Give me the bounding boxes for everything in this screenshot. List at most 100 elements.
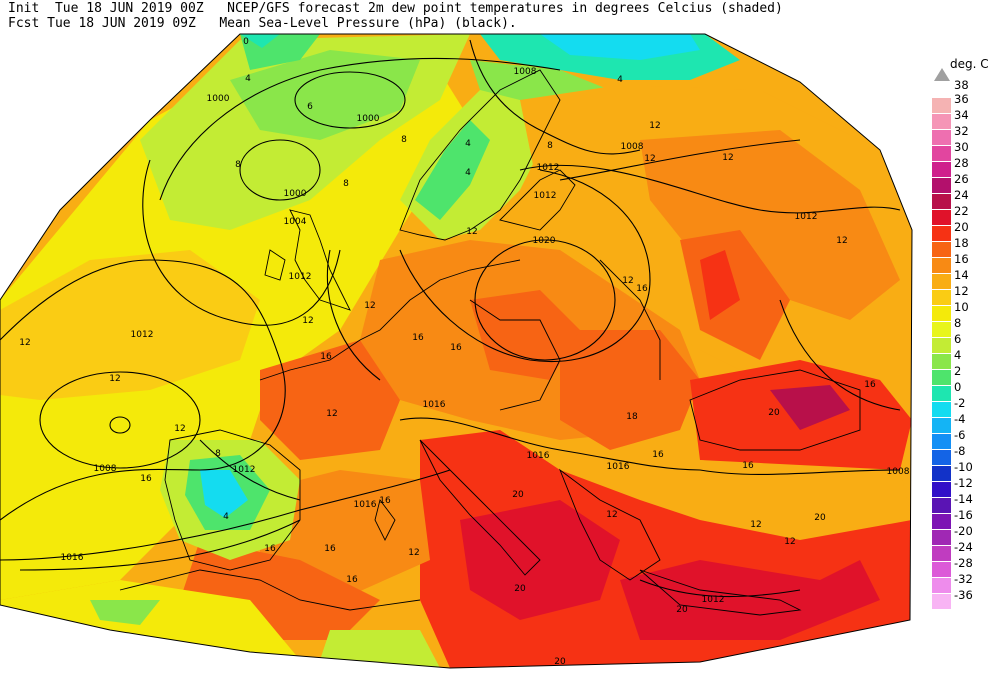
dewpoint-label: 12 bbox=[326, 409, 337, 419]
isobars bbox=[0, 39, 901, 598]
dewpoint-label: 12 bbox=[19, 338, 30, 348]
dewpoint-label: 12 bbox=[466, 227, 477, 237]
legend-swatch bbox=[932, 402, 951, 417]
legend-swatch bbox=[932, 146, 951, 161]
dewpoint-label: 16 bbox=[636, 284, 648, 294]
isobar-label: 1012 bbox=[702, 595, 725, 605]
isobar-label: 1016 bbox=[607, 462, 630, 472]
legend-label: -24 bbox=[954, 540, 973, 554]
legend-swatch bbox=[932, 482, 951, 497]
legend-label: 26 bbox=[954, 172, 969, 186]
dewpoint-label: 4 bbox=[465, 168, 471, 178]
dewpoint-label: 20 bbox=[512, 490, 524, 500]
dewpoint-label: 8 bbox=[215, 449, 221, 459]
legend-swatch bbox=[932, 194, 951, 209]
legend-swatch bbox=[932, 370, 951, 385]
dewpoint-label: 8 bbox=[401, 135, 407, 145]
legend-swatch bbox=[932, 114, 951, 129]
dewpoint-label: 12 bbox=[109, 374, 120, 384]
legend-swatch bbox=[932, 594, 951, 609]
legend-swatch bbox=[932, 130, 951, 145]
legend-swatch bbox=[932, 290, 951, 305]
dewpoint-label: 20 bbox=[814, 513, 826, 523]
init-line: Init Tue 18 JUN 2019 00Z NCEP/GFS foreca… bbox=[8, 1, 783, 16]
legend-swatch bbox=[932, 562, 951, 577]
dewpoint-label: 12 bbox=[836, 236, 847, 246]
isobar-labels: 1000 1000 1000 1004 1008 1008 1008 1008 … bbox=[61, 67, 910, 605]
legend-label: 6 bbox=[954, 332, 962, 346]
legend-swatch bbox=[932, 450, 951, 465]
isobar-label: 1016 bbox=[527, 451, 550, 461]
legend-swatch bbox=[932, 418, 951, 433]
isobar-label: 1000 bbox=[207, 94, 230, 104]
legend-title: deg. C bbox=[950, 57, 989, 71]
legend-label: 4 bbox=[954, 348, 962, 362]
dewpoint-label: 0 bbox=[243, 37, 249, 47]
legend-swatch bbox=[932, 210, 951, 225]
legend-label: 14 bbox=[954, 268, 969, 282]
isobar-label: 1016 bbox=[354, 500, 377, 510]
legend-swatch bbox=[932, 514, 951, 529]
dewpoint-label: 16 bbox=[140, 474, 152, 484]
dewpoint-label: 16 bbox=[324, 544, 336, 554]
dewpoint-label: 16 bbox=[346, 575, 358, 585]
dewpoint-label: 4 bbox=[223, 512, 229, 522]
legend-swatch bbox=[932, 258, 951, 273]
dewpoint-label: 4 bbox=[617, 75, 623, 85]
legend-swatch bbox=[932, 434, 951, 449]
legend-label: 30 bbox=[954, 140, 969, 154]
legend-label: 0 bbox=[954, 380, 962, 394]
dewpoint-label: 12 bbox=[649, 121, 660, 131]
legend-swatch bbox=[932, 530, 951, 545]
dewpoint-label: 4 bbox=[465, 139, 471, 149]
dewpoint-labels: 0 4 4 4 4 4 6 8 8 8 8 8 12 12 12 12 12 1… bbox=[19, 37, 876, 667]
isobar-label: 1012 bbox=[795, 212, 818, 222]
legend-label: -16 bbox=[954, 508, 973, 522]
legend-label: -32 bbox=[954, 572, 973, 586]
dewpoint-label: 12 bbox=[722, 153, 733, 163]
legend-label: 18 bbox=[954, 236, 969, 250]
dewpoint-label: 12 bbox=[644, 154, 655, 164]
isobar-label: 1020 bbox=[533, 236, 556, 246]
dewpoint-label: 16 bbox=[742, 461, 754, 471]
isobar-label: 1012 bbox=[534, 191, 557, 201]
legend-label: 10 bbox=[954, 300, 969, 314]
legend-swatch bbox=[932, 466, 951, 481]
legend-label: -8 bbox=[954, 444, 966, 458]
legend-label: 34 bbox=[954, 108, 969, 122]
legend-overflow-triangle bbox=[934, 68, 950, 81]
dewpoint-label: 16 bbox=[379, 496, 391, 506]
dewpoint-label: 8 bbox=[235, 160, 241, 170]
dewpoint-label: 6 bbox=[307, 102, 313, 112]
legend-label: 12 bbox=[954, 284, 969, 298]
legend-label: 38 bbox=[954, 78, 969, 92]
legend-swatch bbox=[932, 578, 951, 593]
legend-swatch bbox=[932, 274, 951, 289]
legend-swatch bbox=[932, 386, 951, 401]
legend-label: -20 bbox=[954, 524, 973, 538]
legend-label: -4 bbox=[954, 412, 966, 426]
legend-swatch bbox=[932, 498, 951, 513]
dewpoint-label: 16 bbox=[652, 450, 664, 460]
legend-label: 24 bbox=[954, 188, 969, 202]
legend-swatch bbox=[932, 178, 951, 193]
dewpoint-label: 12 bbox=[174, 424, 185, 434]
dewpoint-label: 20 bbox=[768, 408, 780, 418]
isobar-label: 1012 bbox=[289, 272, 312, 282]
isobar-label: 1008 bbox=[621, 142, 644, 152]
legend-label: 16 bbox=[954, 252, 969, 266]
coastlines bbox=[119, 69, 861, 616]
isobar-label: 1012 bbox=[233, 465, 256, 475]
legend-label: -2 bbox=[954, 396, 966, 410]
dewpoint-label: 16 bbox=[412, 333, 424, 343]
dewpoint-label: 18 bbox=[626, 412, 638, 422]
legend-swatch bbox=[932, 306, 951, 321]
isobar-label: 1004 bbox=[284, 217, 307, 227]
dewpoint-label: 12 bbox=[302, 316, 313, 326]
legend-label: -36 bbox=[954, 588, 973, 602]
legend-label: 2 bbox=[954, 364, 962, 378]
legend-swatch bbox=[932, 226, 951, 241]
legend-swatch bbox=[932, 354, 951, 369]
legend-label: -14 bbox=[954, 492, 973, 506]
isobar-label: 1012 bbox=[537, 163, 560, 173]
